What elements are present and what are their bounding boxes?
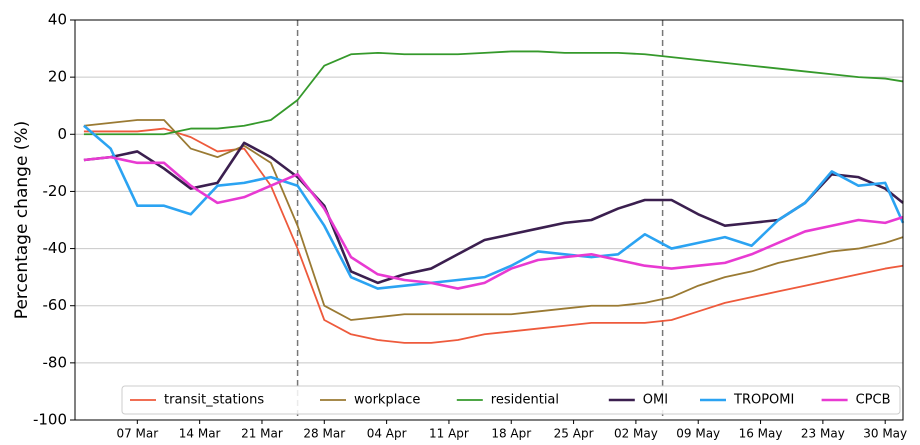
series-line (83, 50, 904, 136)
y-tick-label: -80 (43, 353, 68, 371)
x-tick-label: 18 Apr (491, 427, 531, 441)
series-line (83, 141, 904, 285)
x-tick-label: 30 May (863, 427, 907, 441)
legend-label: TROPOMI (733, 393, 794, 408)
x-tick-label: 14 Mar (179, 427, 221, 441)
x-tick-label: 25 Apr (554, 427, 594, 441)
x-tick-label: 09 May (676, 427, 720, 441)
y-tick-label: -20 (43, 182, 68, 200)
series-line (83, 124, 905, 290)
legend-label: OMI (643, 393, 668, 408)
x-tick-label: 07 Mar (116, 427, 158, 441)
y-tick-label: 20 (48, 68, 67, 86)
y-tick-label: 0 (57, 125, 67, 143)
x-tick-label: 04 Apr (367, 427, 407, 441)
x-tick-label: 23 May (801, 427, 845, 441)
x-tick-label: 21 Mar (241, 427, 283, 441)
legend-label: transit_stations (164, 393, 264, 408)
series-line (83, 119, 904, 321)
legend-label: CPCB (856, 393, 891, 408)
y-tick-label: -100 (33, 411, 67, 429)
x-tick-label: 28 Mar (303, 427, 345, 441)
x-tick-label: 16 May (739, 427, 783, 441)
legend-box (121, 385, 901, 415)
legend-label: residential (491, 393, 559, 408)
plot-frame (74, 19, 904, 421)
y-tick-label: -60 (43, 296, 68, 314)
series-line (83, 127, 904, 344)
series-line (83, 155, 904, 290)
y-axis-label: Percentage change (%) (12, 121, 32, 319)
x-tick-label: 02 May (614, 427, 658, 441)
y-tick-label: -40 (43, 239, 68, 257)
y-tick-label: 40 (48, 11, 67, 29)
legend-label: workplace (354, 393, 420, 408)
x-tick-label: 11 Apr (429, 427, 469, 441)
